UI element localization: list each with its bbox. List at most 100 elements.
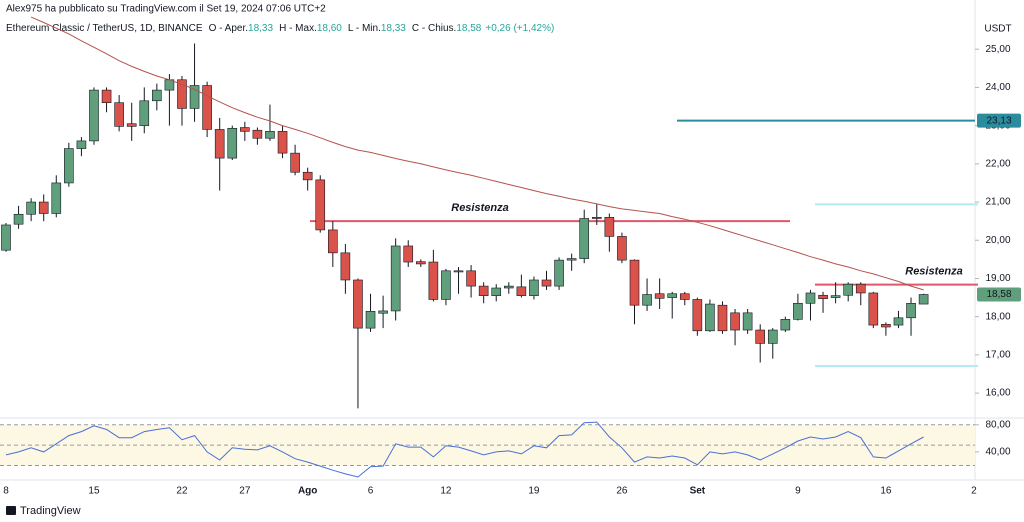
candle-body xyxy=(541,279,552,287)
ohlc-label: C - Chius. xyxy=(412,23,456,34)
x-tick-label: 26 xyxy=(616,486,628,497)
candle-body xyxy=(403,245,414,263)
candle-body xyxy=(893,317,904,326)
level-label: 23,13 xyxy=(986,115,1011,126)
y-tick-label: 80,00 xyxy=(985,419,1010,430)
y-tick-label: 19,00 xyxy=(985,273,1010,284)
candle-body xyxy=(466,270,476,287)
ohlc-label: L - Min. xyxy=(348,23,381,34)
candle-body xyxy=(202,85,212,130)
candle-body xyxy=(881,324,891,328)
candle-body xyxy=(591,217,602,219)
candle-body xyxy=(378,310,388,314)
candle-body xyxy=(390,245,401,312)
candle-body xyxy=(604,217,615,237)
candle-body xyxy=(818,294,828,300)
x-tick-label: 16 xyxy=(880,486,892,497)
x-tick-label: 22 xyxy=(176,486,188,497)
last-price-box xyxy=(977,287,1021,302)
candle-body xyxy=(478,285,489,296)
candle-body xyxy=(629,259,640,306)
candle-body xyxy=(617,236,627,261)
candle-body xyxy=(441,270,451,300)
ohlc-value: 18,60 xyxy=(317,23,342,34)
x-tick-label: 2 xyxy=(971,486,977,497)
candle-body xyxy=(667,293,678,298)
candle-body xyxy=(579,218,590,259)
symbol-line: Ethereum Classic / TetherUS, 1D, BINANCE… xyxy=(6,23,554,34)
candle-body xyxy=(843,283,853,296)
candle-body xyxy=(416,261,426,265)
candle-body xyxy=(529,279,539,296)
candle-body xyxy=(302,171,313,181)
candle-body xyxy=(679,293,690,300)
candle-body xyxy=(76,140,87,149)
candle-body xyxy=(189,85,200,109)
candle-body xyxy=(265,131,275,139)
candle-body xyxy=(654,293,665,299)
indicator-line xyxy=(5,421,924,478)
candle-body xyxy=(277,131,288,154)
candle-body xyxy=(705,303,715,332)
candle-body xyxy=(101,89,112,103)
last-price-label: 18,58 xyxy=(986,289,1011,300)
x-tick-label: 19 xyxy=(528,486,540,497)
candle-body xyxy=(214,129,225,159)
candle-body xyxy=(240,127,250,132)
x-tick-label: Set xyxy=(690,486,706,497)
y-tick-label: 17,00 xyxy=(985,350,1010,361)
x-tick-label: 9 xyxy=(795,486,801,497)
candle-body xyxy=(13,213,24,225)
ohlc-label: H - Max. xyxy=(279,23,317,34)
candle-body xyxy=(717,304,728,332)
candle-body xyxy=(692,299,703,332)
y-tick-label: 22,00 xyxy=(985,158,1010,169)
candle-body xyxy=(830,295,841,298)
candle-body xyxy=(918,294,929,305)
candle-body xyxy=(554,259,564,287)
candle-body xyxy=(290,152,300,173)
candle-body xyxy=(503,285,514,289)
ohlc-label: O - Aper. xyxy=(209,23,248,34)
candle-body xyxy=(642,294,652,306)
candle-body xyxy=(365,311,376,329)
brand-logo: TradingView xyxy=(6,505,81,517)
candle-body xyxy=(89,89,99,142)
candle-body xyxy=(793,302,803,320)
y-tick-label: 21,00 xyxy=(985,197,1010,208)
candle-body xyxy=(114,102,124,127)
ohlc-value: 18,58 xyxy=(456,23,481,34)
x-tick-label: 6 xyxy=(368,486,374,497)
moving-average xyxy=(30,16,924,291)
candle-body xyxy=(38,201,49,214)
candle-body xyxy=(780,319,791,331)
y-tick-label: 24,00 xyxy=(985,82,1010,93)
candle-body xyxy=(26,201,36,215)
candle-body xyxy=(742,312,753,331)
y-tick-label: 16,00 xyxy=(985,388,1010,399)
candle-body xyxy=(428,261,439,300)
candle-body xyxy=(730,312,740,331)
y-tick-label: 18,00 xyxy=(985,311,1010,322)
x-tick-label: Ago xyxy=(298,486,317,497)
candle-body xyxy=(755,329,766,344)
symbol: Ethereum Classic / TetherUS, 1D, BINANCE xyxy=(6,23,203,34)
logo-icon xyxy=(6,506,16,515)
candle-body xyxy=(315,179,326,231)
candle-body xyxy=(227,127,238,159)
candle-body xyxy=(252,129,263,139)
candle-body xyxy=(340,252,351,281)
ohlc-value: 18,33 xyxy=(248,23,273,34)
candle-body xyxy=(328,229,338,254)
publisher: Alex975 ha pubblicato su TradingView.com… xyxy=(6,4,326,15)
y-tick-label: 40,00 xyxy=(985,447,1010,458)
candle-body xyxy=(152,89,162,102)
x-tick-label: 12 xyxy=(440,486,452,497)
candle-body xyxy=(906,302,916,319)
x-tick-label: 27 xyxy=(239,486,251,497)
change: +0,26 (+1,42%) xyxy=(485,23,554,34)
candle-body xyxy=(868,292,879,326)
candle-body xyxy=(566,258,577,261)
